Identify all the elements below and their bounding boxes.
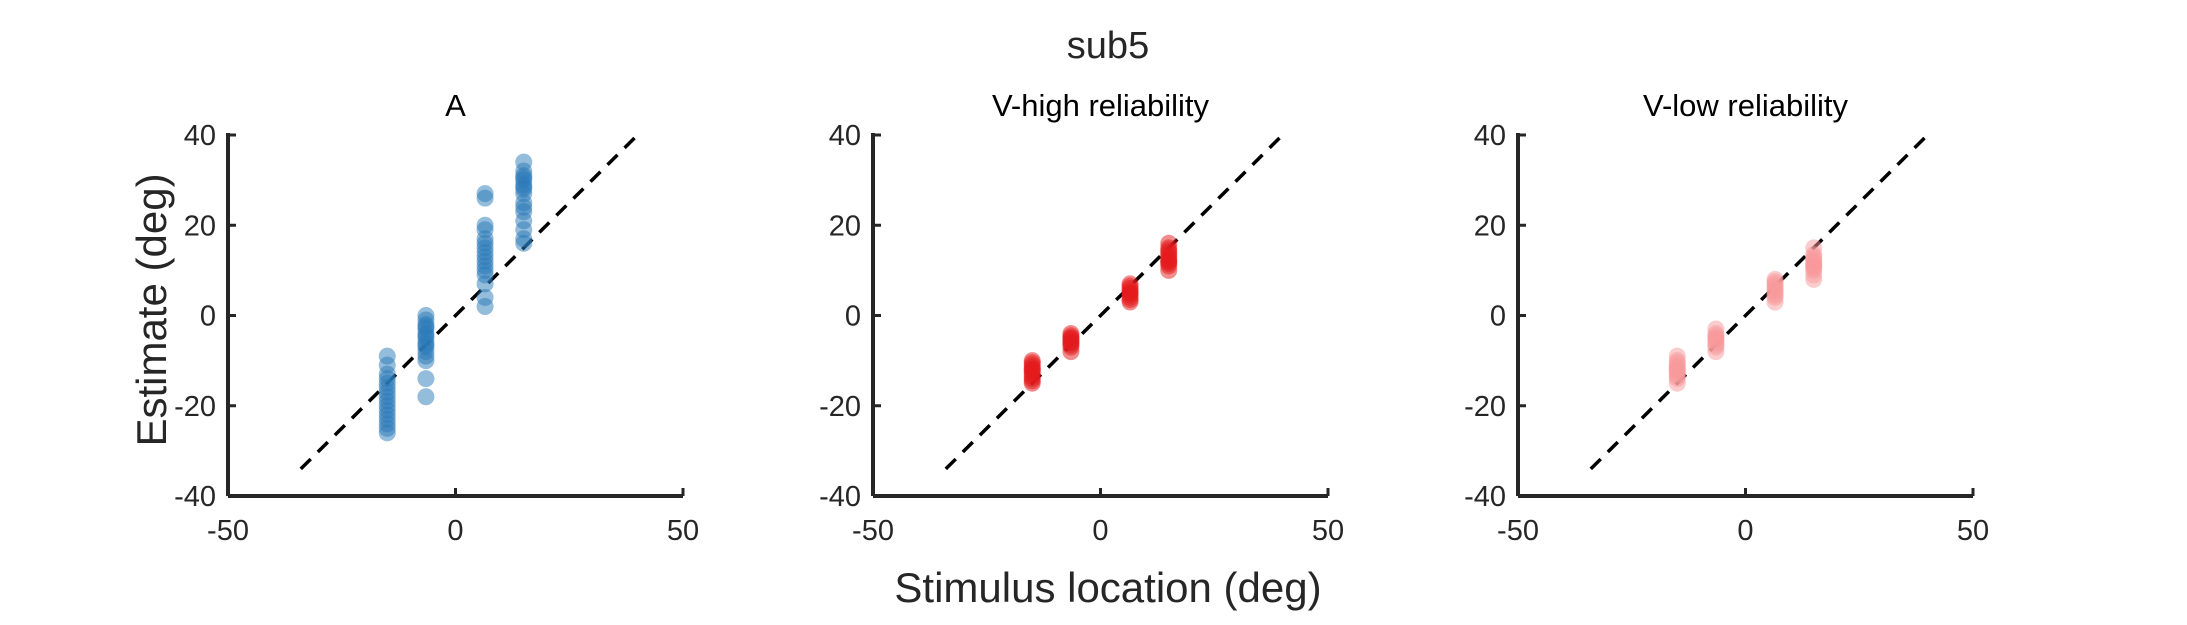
x-tick-label: 0 — [1092, 515, 1108, 547]
x-tick-label: 0 — [1737, 515, 1753, 547]
data-point — [476, 189, 494, 207]
data-point — [378, 388, 396, 406]
panel-3: V-low reliability -50 0 50 -40 -20 0 20 40 — [1464, 88, 1989, 547]
panel-title: V-high reliability — [992, 88, 1210, 123]
y-tick-label: 20 — [1474, 210, 1506, 242]
y-tick-label: 20 — [184, 210, 216, 242]
data-point — [1121, 284, 1139, 302]
data-point — [1707, 329, 1725, 347]
data-point — [417, 388, 435, 406]
data-point — [1062, 334, 1080, 352]
data-point — [1668, 361, 1686, 379]
y-axis-label: Estimate (deg) — [128, 173, 175, 446]
identity-line — [299, 133, 639, 471]
x-axis-label: Stimulus location (deg) — [894, 564, 1321, 611]
data-point — [1160, 252, 1178, 270]
y-tick-label: 20 — [829, 210, 861, 242]
data-point — [515, 234, 533, 252]
data-point — [476, 234, 494, 252]
data-point — [476, 261, 494, 279]
data-point — [476, 297, 494, 315]
y-tick-label: 40 — [184, 120, 216, 152]
data-point — [476, 275, 494, 293]
panel-2: V-high reliability -50 0 50 -40 -20 0 20 40 — [819, 88, 1344, 547]
data-point — [378, 424, 396, 442]
x-tick-label: 0 — [447, 515, 463, 547]
y-tick-label: 0 — [200, 301, 216, 333]
data-point — [1766, 273, 1784, 291]
data-point — [1766, 286, 1784, 304]
data-point — [515, 178, 533, 196]
identity-line — [1589, 133, 1929, 471]
identity-line — [944, 133, 1284, 471]
y-tick-label: 40 — [829, 120, 861, 152]
y-tick-label: 0 — [845, 301, 861, 333]
data-point — [417, 336, 435, 354]
y-tick-label: -20 — [174, 391, 216, 423]
x-tick-label: 50 — [667, 515, 699, 547]
x-tick-label: 50 — [1957, 515, 1989, 547]
x-tick-label: 50 — [1312, 515, 1344, 547]
y-tick-label: -40 — [819, 481, 861, 513]
y-tick-label: -40 — [174, 481, 216, 513]
data-point — [1805, 257, 1823, 275]
x-tick-label: -50 — [207, 515, 249, 547]
data-point — [417, 352, 435, 370]
y-tick-label: -40 — [1464, 481, 1506, 513]
data-point — [417, 370, 435, 388]
figure-title: sub5 — [1067, 25, 1149, 67]
y-tick-label: -20 — [819, 391, 861, 423]
data-point — [515, 198, 533, 216]
panel-title: V-low reliability — [1643, 88, 1849, 123]
y-tick-label: 0 — [1490, 301, 1506, 333]
y-tick-label: -20 — [1464, 391, 1506, 423]
x-tick-label: -50 — [1497, 515, 1539, 547]
y-tick-label: 40 — [1474, 120, 1506, 152]
panel-1: A -50 0 50 -40 -20 0 20 40 — [174, 88, 699, 547]
x-tick-label: -50 — [852, 515, 894, 547]
data-point — [1023, 361, 1041, 379]
panels: A -50 0 50 -40 -20 0 20 40 V-high reliability -50 0… — [174, 88, 1989, 547]
panel-title: A — [445, 88, 466, 123]
